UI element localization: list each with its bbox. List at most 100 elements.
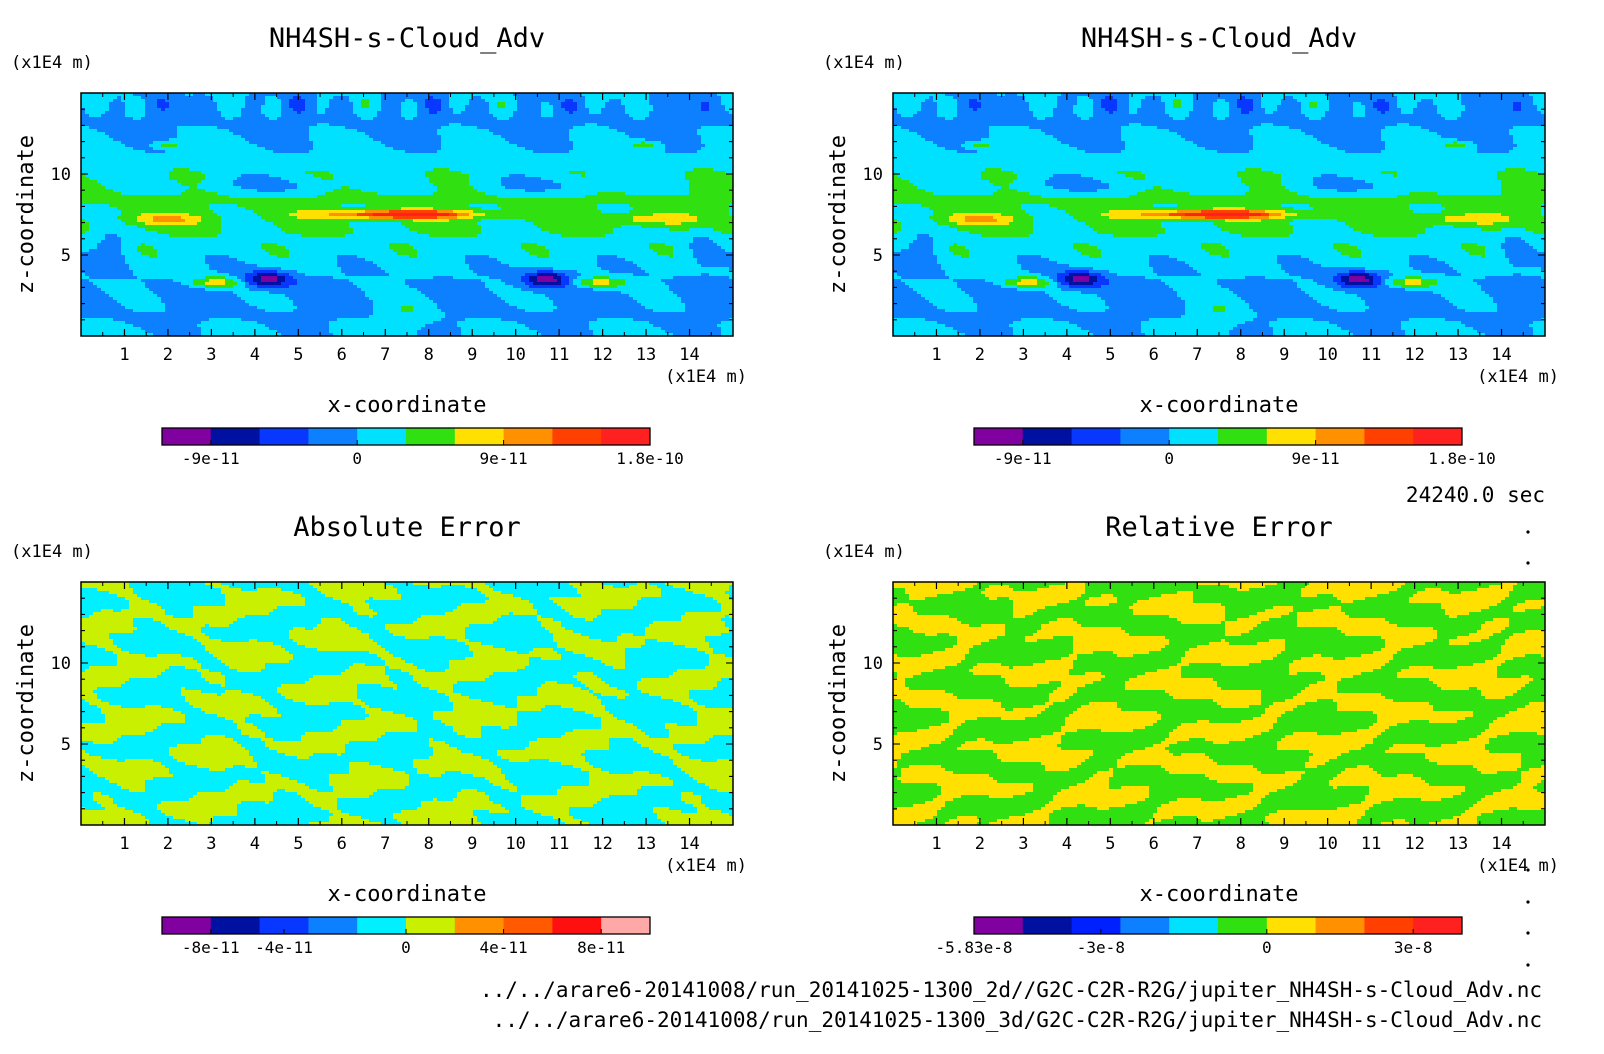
heatmap-cell (521, 102, 526, 106)
heatmap-cell (401, 96, 406, 100)
heatmap-cell (145, 99, 150, 103)
heatmap-cell (297, 105, 302, 109)
heatmap-cell (689, 102, 694, 106)
heatmap-cell (657, 99, 662, 103)
heatmap-cell (89, 96, 94, 100)
heatmap-cell (101, 102, 106, 106)
heatmap-cell (637, 102, 642, 106)
heatmap-cell (521, 96, 526, 100)
heatmap-cell (277, 105, 282, 109)
heatmap-cell (137, 96, 142, 100)
heatmap-cell (213, 99, 218, 103)
heatmap-cell (141, 99, 146, 103)
heatmap-cell (241, 96, 246, 100)
heatmap-cell (369, 102, 374, 106)
heatmap-cell (393, 102, 398, 106)
heatmap-cell (433, 99, 438, 103)
heatmap-cell (117, 102, 122, 106)
heatmap-cell (653, 96, 658, 100)
heatmap-cell (345, 96, 350, 100)
heatmap-cell (573, 102, 578, 106)
heatmap-cell (497, 102, 502, 106)
heatmap-cell (525, 96, 530, 100)
heatmap-cell (381, 102, 386, 106)
heatmap-cell (621, 102, 626, 106)
heatmap-cell (657, 96, 662, 100)
heatmap-cell (217, 102, 222, 106)
heatmap-cell (333, 99, 338, 103)
heatmap-cell (533, 102, 538, 106)
heatmap-cell (281, 99, 286, 103)
heatmap-cell (589, 99, 594, 103)
heatmap-cell (641, 99, 646, 103)
heatmap-cell (289, 105, 294, 109)
heatmap-cell (117, 96, 122, 100)
chart-title: NH4SH-s-Cloud_Adv (269, 23, 545, 54)
heatmap-cell (249, 96, 254, 100)
heatmap-cell (249, 99, 254, 103)
heatmap-cell (597, 96, 602, 100)
heatmap-cell (625, 102, 630, 106)
heatmap-cell (277, 99, 282, 103)
heatmap-cell (465, 99, 470, 103)
heatmap-cell (221, 99, 226, 103)
heatmap-cell (193, 99, 198, 103)
heatmap-cell (113, 102, 118, 106)
heatmap-cell (509, 99, 514, 103)
heatmap-cell (273, 102, 278, 106)
heatmap-cell (669, 99, 674, 103)
heatmap-cell (185, 99, 190, 103)
heatmap-cell (649, 99, 654, 103)
heatmap-cell (437, 102, 442, 106)
heatmap-cell (313, 102, 318, 106)
heatmap-cell (193, 102, 198, 106)
heatmap-cell (489, 96, 494, 100)
heatmap-cell (225, 96, 230, 100)
heatmap-cell (201, 99, 206, 103)
heatmap-cell (605, 96, 610, 100)
heatmap-cell (133, 102, 138, 106)
heatmap-cell (285, 102, 290, 106)
heatmap-cell (405, 99, 410, 103)
heatmap-cell (697, 102, 702, 106)
heatmap-cell (645, 102, 650, 106)
heatmap-cell (189, 105, 194, 109)
heatmap-cell (593, 96, 598, 100)
heatmap-cell (309, 105, 314, 109)
heatmap-cell (641, 102, 646, 106)
heatmap-cell (485, 99, 490, 103)
heatmap-cell (489, 99, 494, 103)
heatmap-cell (617, 102, 622, 106)
heatmap-cell (449, 96, 454, 100)
heatmap-cell (109, 102, 114, 106)
heatmap-cell (493, 99, 498, 103)
heatmap-cell (161, 105, 166, 109)
heatmap-cell (101, 96, 106, 100)
heatmap-cell (185, 102, 190, 106)
heatmap-cell (429, 102, 434, 106)
heatmap-cell (137, 105, 142, 109)
heatmap-cell (613, 99, 618, 103)
heatmap-cell (249, 102, 254, 106)
heatmap-cell (233, 105, 238, 109)
heatmap-cell (593, 102, 598, 106)
heatmap-cell (281, 105, 286, 109)
heatmap-cell (501, 102, 506, 106)
heatmap-cell (153, 96, 158, 100)
heatmap-cell (213, 102, 218, 106)
heatmap-cell (213, 96, 218, 100)
heatmap-cell (721, 102, 726, 106)
heatmap-cell (89, 105, 94, 109)
heatmap-cell (677, 99, 682, 103)
heatmap-cell (669, 102, 674, 106)
heatmap-cell (205, 105, 210, 109)
heatmap-cell (165, 105, 170, 109)
heatmap-cell (377, 99, 382, 103)
heatmap-cell (561, 99, 566, 103)
heatmap-cell (421, 99, 426, 103)
heatmap-cell (365, 99, 370, 103)
heatmap-cell (701, 99, 706, 103)
heatmap-cell (597, 99, 602, 103)
heatmap-cell (253, 105, 258, 109)
heatmap-cell (685, 96, 690, 100)
